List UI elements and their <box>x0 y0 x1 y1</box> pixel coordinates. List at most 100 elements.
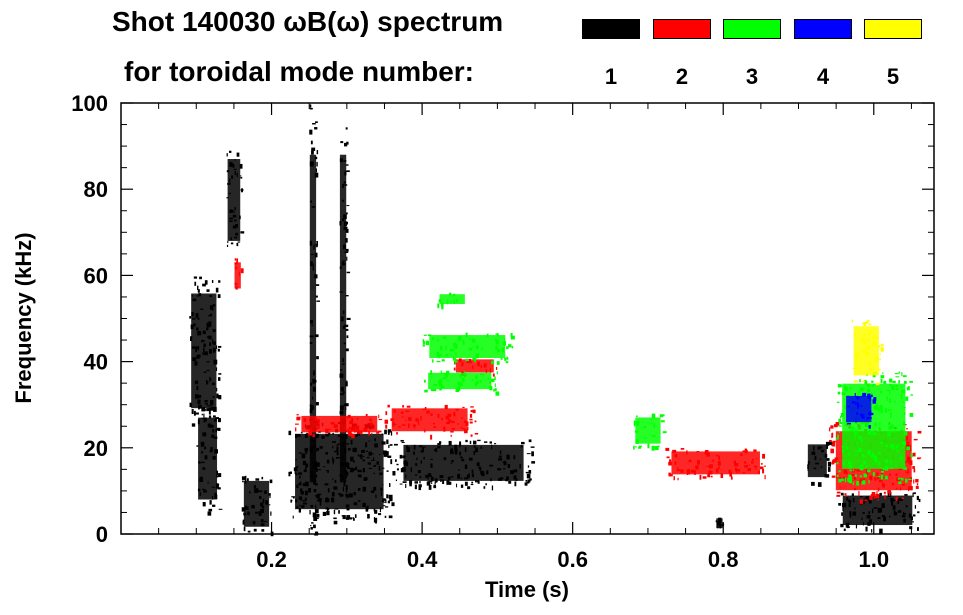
spectrum-speck <box>347 414 351 419</box>
spectrum-speck <box>885 408 887 413</box>
spectrum-speck <box>209 313 212 317</box>
spectrum-speck <box>269 493 271 499</box>
spectrum-speck <box>469 338 471 340</box>
spectrum-speck <box>345 221 347 227</box>
spectrum-speck <box>313 481 316 485</box>
spectrum-speck <box>876 490 878 496</box>
spectrum-speck <box>342 357 344 362</box>
spectrum-speck <box>353 447 357 453</box>
spectrum-speck <box>635 445 637 448</box>
spectrum-speck <box>338 510 340 514</box>
spectrum-speck <box>261 476 264 480</box>
spectrum-speck <box>368 451 372 456</box>
spectrum-speck <box>303 469 307 473</box>
spectrum-speck <box>217 377 221 381</box>
spectrum-speck <box>468 457 473 461</box>
spectrum-speck <box>862 512 865 514</box>
spectrum-speck <box>852 511 857 516</box>
spectrum-speck <box>764 475 766 480</box>
spectrum-speck <box>190 336 193 342</box>
spectrum-speck <box>856 402 860 407</box>
spectrum-speck <box>244 479 247 484</box>
spectrum-speck <box>445 345 447 351</box>
spectrum-speck <box>755 467 757 470</box>
spectrum-speck <box>508 480 512 484</box>
spectrum-speck <box>906 441 910 444</box>
spectrum-speck <box>881 515 885 518</box>
spectrum-speck <box>450 420 453 423</box>
spectrum-speck <box>339 373 344 378</box>
spectrum-speck <box>316 500 320 502</box>
spectrum-speck <box>216 367 218 371</box>
spectrum-speck <box>880 343 884 347</box>
spectrum-speck <box>312 460 314 464</box>
spectrum-speck <box>350 467 354 473</box>
spectrum-speck <box>313 380 317 383</box>
spectrum-speck <box>240 231 245 234</box>
spectrum-speck <box>369 420 372 422</box>
spectrum-speck <box>234 223 238 228</box>
spectrum-speck <box>720 524 723 526</box>
spectrum-speck <box>195 348 197 353</box>
spectrum-speck <box>491 444 493 450</box>
spectrum-speck <box>260 519 264 523</box>
spectrum-speck <box>849 511 852 516</box>
spectrum-speck <box>295 499 298 503</box>
spectrum-speck <box>316 462 320 467</box>
spectrum-speck <box>908 478 912 481</box>
spectrum-speck <box>196 445 199 447</box>
spectrum-speck <box>475 375 478 380</box>
spectrum-speck <box>719 518 721 523</box>
spectrum-speck <box>384 429 387 435</box>
spectrum-speck <box>430 482 433 484</box>
spectrum-speck <box>316 447 318 452</box>
spectrum-speck <box>519 464 522 469</box>
spectrum-speck <box>316 240 318 246</box>
spectrum-speck <box>353 435 357 437</box>
spectrum-speck <box>855 523 858 529</box>
spectrum-speck <box>454 444 458 450</box>
spectrum-speck <box>192 346 196 349</box>
spectrum-speck <box>476 380 479 385</box>
spectrum-speck <box>901 483 905 486</box>
spectrum-speck <box>208 407 211 410</box>
spectrum-speck <box>438 382 443 387</box>
spectrum-speck <box>856 480 859 486</box>
spectrum-speck <box>875 356 879 359</box>
spectrum-speck <box>855 474 857 478</box>
spectrum-speck <box>195 313 199 318</box>
spectrum-speck <box>385 424 388 429</box>
spectrum-speck <box>339 393 344 396</box>
spectrum-speck <box>456 298 459 303</box>
spectrum-speck <box>903 380 907 384</box>
spectrum-speck <box>190 324 194 330</box>
spectrum-speck <box>843 528 846 532</box>
spectrum-speck <box>208 349 212 354</box>
spectrum-speck <box>296 506 299 509</box>
spectrum-speck <box>847 422 851 425</box>
spectrum-speck <box>203 413 205 418</box>
spectrum-speck <box>342 199 345 202</box>
spectrum-speck <box>891 385 895 391</box>
spectrum-speck <box>474 382 477 386</box>
spectrum-speck <box>856 469 861 472</box>
spectrum-speck <box>889 473 891 476</box>
spectrum-speck <box>878 461 880 465</box>
spectrum-speck <box>499 450 502 455</box>
spectrum-speck <box>197 419 200 425</box>
spectrum-speck <box>863 473 867 478</box>
spectrum-speck <box>455 360 458 363</box>
spectrum-speck <box>506 356 509 360</box>
spectrum-speck <box>526 473 531 479</box>
spectrum-speck <box>361 449 365 453</box>
spectrum-speck <box>912 514 916 517</box>
spectrum-speck <box>477 439 481 442</box>
spectrum-speck <box>214 419 217 422</box>
spectrum-speck <box>197 289 200 293</box>
legend-swatch-mode-3 <box>723 19 781 39</box>
spectrum-speck <box>448 419 452 422</box>
spectrum-speck <box>232 163 235 168</box>
spectrum-speck <box>908 487 910 492</box>
spectrum-speck <box>339 405 344 411</box>
spectrum-speck <box>302 483 305 487</box>
